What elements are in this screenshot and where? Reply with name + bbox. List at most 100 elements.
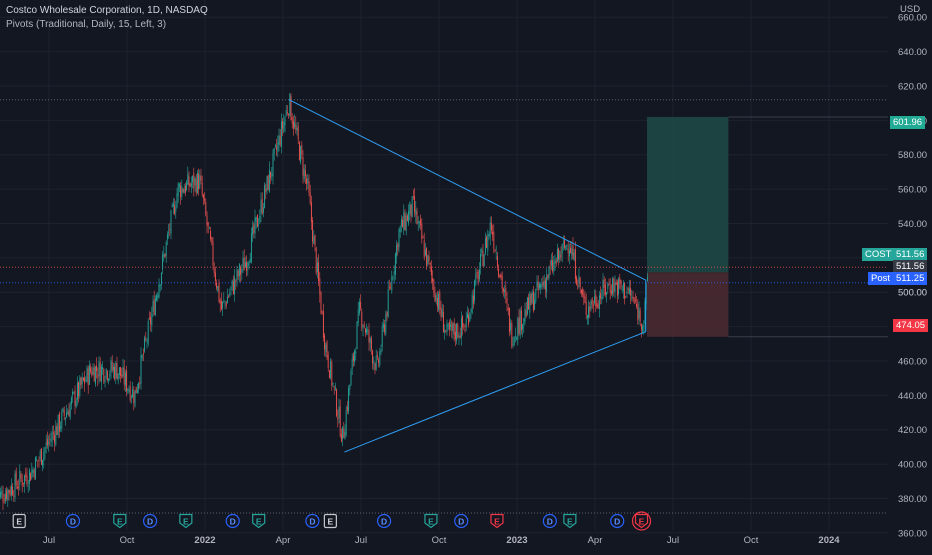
candle-body [429,263,431,266]
candle-body [588,306,590,318]
candle-body [405,215,407,232]
currency-label: USD [900,4,920,15]
candle-body [408,211,410,223]
marker-label: D [614,517,620,527]
candle-body [433,279,435,293]
candle-body [204,199,206,201]
candle-body [471,294,473,313]
marker-label: D [381,517,387,527]
candle-body [253,224,255,234]
candle-body [87,368,89,386]
candle-body [213,268,215,273]
candle-body [134,390,136,407]
dividend-marker[interactable]: D [454,513,469,529]
candle-body [543,281,545,288]
candle-body [495,252,497,254]
candle-body [537,282,539,291]
candle-body [314,234,316,246]
candle-body [481,248,483,253]
candle-body [448,322,450,330]
x-tick-label: Oct [120,535,135,546]
candle-body [249,258,251,263]
candle-body [19,470,21,485]
candle-body [181,186,183,197]
earnings-marker[interactable]: E [323,513,337,529]
earnings-marker[interactable]: E [490,513,504,529]
marker-label: E [428,517,434,527]
candle-body [247,263,249,268]
candle-body [212,241,214,266]
candle-body [504,289,506,293]
candle-body [488,233,490,236]
dividend-marker[interactable]: D [305,513,320,529]
candle-body [175,207,177,212]
candle-body [262,207,264,213]
candle-body [3,502,5,503]
symbol-title[interactable]: Costco Wholesale Corporation, 1D, NASDAQ [6,5,208,16]
earnings-marker[interactable]: E [252,513,266,529]
earnings-marker[interactable]: E [424,513,438,529]
candle-body [482,251,484,267]
candle-body [631,297,633,298]
dividend-marker[interactable]: D [65,513,81,529]
candle-body [525,310,527,317]
marker-shape [376,513,392,529]
candle-body [510,322,512,331]
candle-body [396,244,398,257]
target-price-tag: 601.96 [890,116,926,129]
y-tick-label: 580.00 [898,150,927,161]
candle-body [483,254,485,267]
candle-body [511,322,513,347]
earnings-marker[interactable]: E [563,513,577,529]
candle-body [356,321,358,350]
earnings-marker[interactable]: E [631,511,652,531]
candle-body [380,349,382,353]
candle-body [628,288,630,293]
candle-body [642,326,644,332]
candle-body [219,300,221,304]
candle-body [403,211,405,231]
candle-body [598,295,600,309]
candle-body [532,291,534,311]
earnings-marker[interactable]: E [12,513,26,529]
candle-body [480,253,482,267]
candle-body [237,271,239,277]
earnings-marker[interactable]: E [179,513,193,529]
candle-body [21,479,23,487]
y-tick-label: 360.00 [898,528,927,539]
dividend-marker[interactable]: D [610,513,625,529]
marker-shape [454,513,469,529]
dividend-marker[interactable]: D [542,513,557,529]
x-tick-label: 2023 [506,535,527,546]
candle-body [556,248,558,262]
candle-body [222,301,224,309]
candle-body [97,374,99,378]
candle-body [376,355,378,357]
indicator-legend[interactable]: Pivots (Traditional, Daily, 15, Left, 3) [6,19,167,30]
dividend-marker[interactable]: D [376,513,392,529]
candle-body [60,426,62,429]
candle-body [595,294,597,307]
candle-body [476,271,478,273]
candle-body [366,328,368,333]
candle-body [369,337,371,344]
candle-body [186,181,188,191]
dividend-marker[interactable]: D [225,513,240,529]
candle-body [122,366,124,376]
candle-body [205,202,207,215]
candle-body [103,368,105,382]
candle-body [284,117,286,126]
candle-body [292,120,294,130]
candle-body [500,273,502,278]
marker-label: D [147,517,153,527]
candle-body [52,432,54,434]
dividend-marker[interactable]: D [142,513,158,529]
earnings-marker[interactable]: E [113,513,127,529]
candle-body [591,298,593,305]
candle-body [541,284,543,288]
candle-body [360,301,362,309]
candle-body [574,249,576,280]
candle-body [460,318,462,338]
